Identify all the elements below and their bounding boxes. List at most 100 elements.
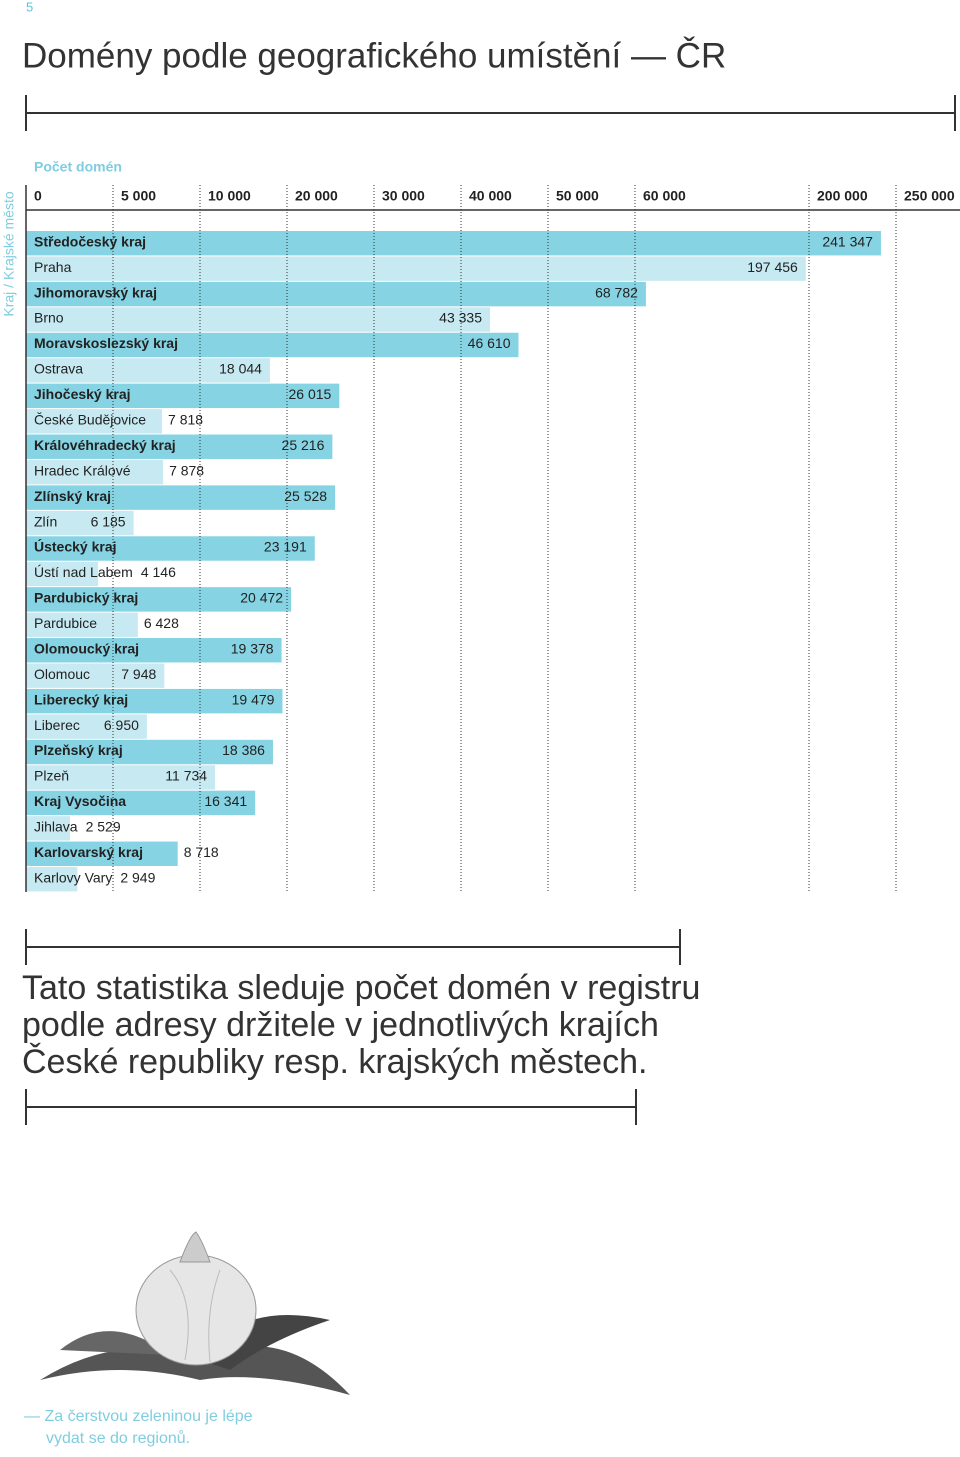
category-label: Praha [34, 259, 72, 275]
category-label: Olomoucký kraj [34, 640, 139, 656]
bar [26, 332, 519, 358]
description-line: Tato statistika sleduje počet domén v re… [22, 969, 700, 1007]
x-tick-label: 40 000 [469, 188, 512, 204]
value-label: 68 782 [595, 284, 638, 300]
category-label: České Budějovice [34, 412, 146, 428]
value-label: 6 428 [144, 615, 179, 631]
category-label: Jihočeský kraj [34, 386, 131, 402]
value-label: 11 734 [165, 768, 207, 784]
category-label: Kraj Vysočina [34, 793, 126, 809]
category-label: Plzeň [34, 768, 69, 784]
category-label: Středočeský kraj [34, 233, 146, 249]
bracket [25, 95, 956, 1125]
category-label: Pardubický kraj [34, 590, 138, 606]
bar [26, 231, 881, 256]
category-label: Zlín [34, 513, 57, 529]
category-label: Ostrava [34, 361, 83, 377]
value-label: 8 718 [184, 844, 219, 860]
category-label: Liberec [34, 717, 80, 733]
x-tick-label: 200 000 [817, 188, 868, 204]
bar [26, 663, 165, 688]
bar [26, 485, 336, 510]
x-tick-label: 50 000 [556, 188, 599, 204]
bar [26, 714, 147, 739]
x-tick-label: 250 000 [904, 188, 955, 204]
bar [26, 510, 134, 536]
x-tick-label: 0 [34, 188, 42, 204]
bar [26, 256, 806, 281]
bar [26, 358, 270, 383]
value-label: 18 044 [219, 361, 262, 377]
value-label: 197 456 [747, 259, 798, 275]
x-tick-label: 20 000 [295, 188, 338, 204]
category-label: Olomouc [34, 666, 90, 682]
bar [26, 587, 292, 612]
description-line: České republiky resp. krajských městech. [22, 1043, 647, 1081]
description-line: podle adresy držitele v jednotlivých kra… [22, 1006, 659, 1044]
page-number: 5 [26, 0, 33, 14]
value-label: 4 146 [141, 564, 176, 580]
category-label: Ústí nad Labem [34, 564, 133, 580]
value-label: 20 472 [240, 590, 283, 606]
bar [26, 638, 282, 663]
value-label: 26 015 [289, 386, 332, 402]
bar [26, 841, 178, 866]
value-label: 16 341 [204, 793, 247, 809]
bar [26, 612, 138, 638]
value-label: 6 950 [104, 717, 139, 733]
value-label: 241 347 [822, 233, 873, 249]
image-caption: — Za čerstvou zeleninou je lépe [24, 1408, 253, 1425]
value-label: 46 610 [468, 335, 511, 351]
value-label: 25 216 [282, 437, 325, 453]
bar [26, 790, 256, 816]
y-axis-title: Kraj / Krajské město [1, 191, 17, 316]
title: Domény podle geografického umístění — ČR [22, 36, 726, 75]
description: Tato statistika sleduje počet domén v re… [22, 969, 700, 1081]
x-tick-label: 30 000 [382, 188, 425, 204]
category-label: Jihlava [34, 819, 78, 835]
category-label: Pardubice [34, 615, 97, 631]
category-label: Hradec Králové [34, 462, 131, 478]
value-label: 7 818 [168, 412, 203, 428]
category-label: Karlovarský kraj [34, 844, 143, 860]
value-label: 7 948 [121, 666, 156, 682]
value-label: 2 529 [86, 819, 121, 835]
x-tick-label: 60 000 [643, 188, 686, 204]
value-label: 19 378 [231, 640, 274, 656]
garlic-image [30, 1200, 362, 1400]
category-label: Brno [34, 310, 64, 326]
value-label: 18 386 [222, 742, 265, 758]
category-label: Moravskoslezský kraj [34, 335, 178, 351]
value-label: 25 528 [284, 488, 327, 504]
bar [26, 816, 71, 841]
category-label: Liberecký kraj [34, 691, 128, 707]
value-label: 43 335 [439, 310, 482, 326]
value-label: 23 191 [264, 539, 307, 555]
value-label: 6 185 [91, 513, 126, 529]
bar [26, 409, 163, 434]
category-label: Karlovy Vary [34, 869, 112, 885]
value-label: 7 878 [169, 462, 204, 478]
bar [26, 459, 164, 485]
bar [26, 281, 646, 307]
category-label: Zlínský kraj [34, 488, 111, 504]
bar [26, 307, 491, 332]
category-label: Plzeňský kraj [34, 742, 123, 758]
x-tick-label: 10 000 [208, 188, 251, 204]
category-label: Jihomoravský kraj [34, 284, 157, 300]
value-label: 2 949 [120, 869, 155, 885]
bar [26, 688, 283, 714]
category-label: Královéhradecký kraj [34, 437, 176, 453]
bar [26, 561, 99, 587]
category-label: Ústecký kraj [34, 538, 117, 555]
axis-title: Počet domén [34, 159, 122, 175]
x-tick-label: 5 000 [121, 188, 156, 204]
image-caption: vydat se do regionů. [46, 1429, 190, 1447]
bar [26, 739, 273, 765]
bar [26, 765, 216, 790]
bar [26, 867, 78, 892]
value-label: 19 479 [232, 691, 275, 707]
bar [26, 536, 315, 561]
bar [26, 434, 333, 459]
